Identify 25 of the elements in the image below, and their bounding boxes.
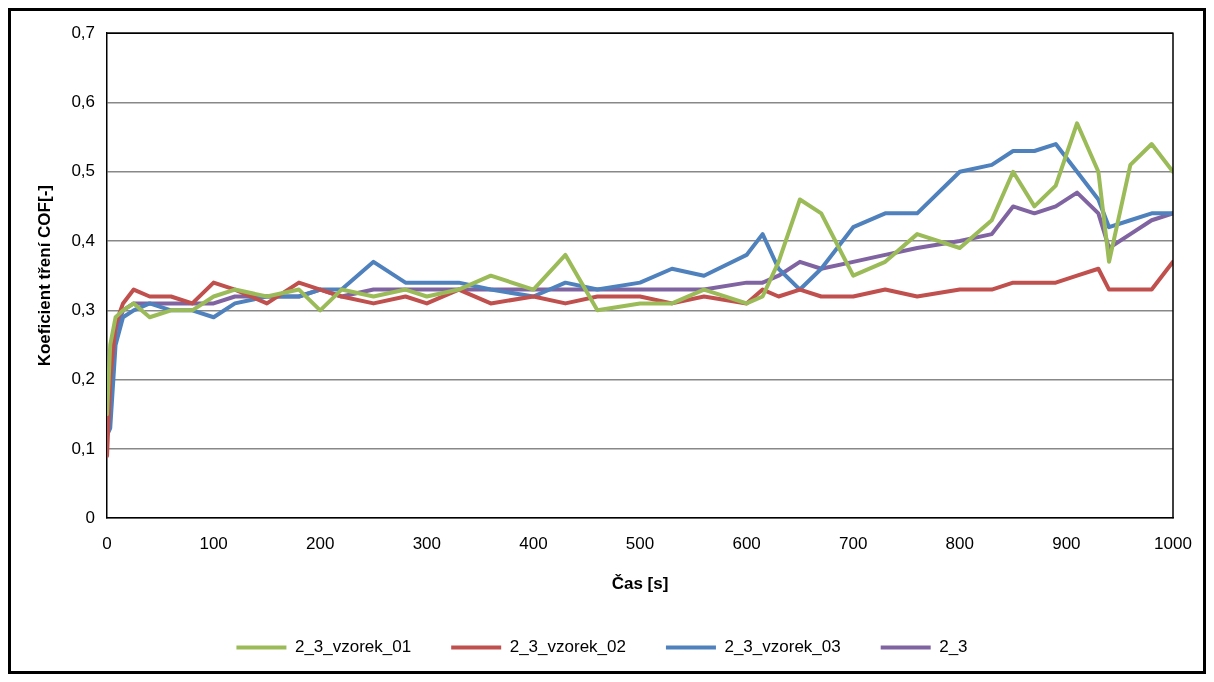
- x-tick-label: 300: [412, 534, 442, 554]
- x-tick-label: 900: [1052, 534, 1081, 554]
- y-tick-label: 0,5: [71, 161, 96, 181]
- y-tick-label: 0,6: [71, 92, 96, 112]
- x-tick-label: 0: [102, 534, 112, 554]
- x-axis-title: Čas [s]: [611, 574, 669, 594]
- y-tick-label: 0: [85, 507, 96, 527]
- x-tick-label: 100: [199, 534, 228, 554]
- x-tick-label: 800: [945, 534, 974, 554]
- legend-label: 2_3_vzorek_02: [509, 637, 626, 657]
- y-axis-title: Koeficient tření COF[-]: [34, 185, 54, 367]
- legend-label: 2_3_vzorek_01: [294, 637, 412, 657]
- x-tick-label: 500: [625, 534, 655, 554]
- legend-label: 2_3: [939, 637, 968, 657]
- y-tick-label: 0,1: [71, 438, 96, 458]
- y-tick-label: 0,3: [71, 300, 96, 320]
- legend-label: 2_3_vzorek_03: [724, 637, 841, 657]
- x-tick-label: 400: [519, 534, 548, 554]
- y-tick-label: 0,4: [71, 230, 96, 250]
- x-tick-label: 600: [732, 534, 761, 554]
- x-tick-label: 700: [839, 534, 868, 554]
- y-tick-label: 0,2: [71, 369, 96, 389]
- x-tick-label: 200: [306, 534, 335, 554]
- x-tick-label: 1000: [1154, 534, 1192, 554]
- y-tick-label: 0,7: [71, 22, 96, 42]
